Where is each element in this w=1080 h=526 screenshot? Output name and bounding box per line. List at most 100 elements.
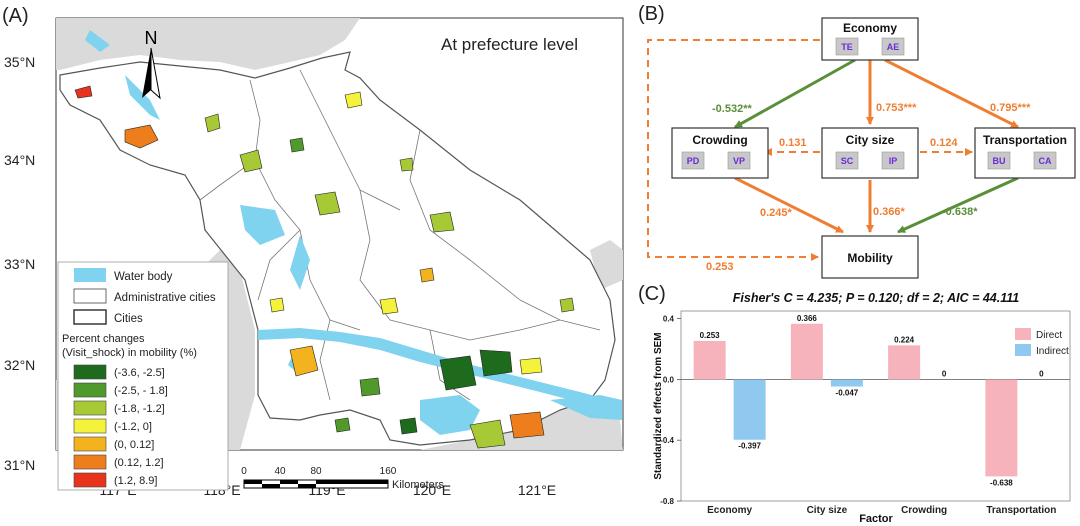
node-transportation-indicator-bu: BU: [993, 156, 1006, 166]
edge-economy-crowding: [734, 58, 856, 129]
scale-tick-160: 160: [380, 466, 397, 477]
city-a1: [204, 113, 221, 133]
node-citysize-label: City size: [846, 133, 895, 147]
legend-admin-label: Administrative cities: [114, 292, 216, 304]
legend-class-swatch-1: [73, 382, 107, 398]
legend-class-label-4: (0, 0.12]: [114, 439, 154, 451]
legend-class-swatch-5: [73, 454, 107, 470]
node-crowding-indicator-pd: PD: [687, 156, 700, 166]
legend-class-label-5: (0.12, 1.2]: [114, 457, 164, 469]
city-patches: [74, 85, 575, 449]
chart-y-label: Standardized effects from SEM: [653, 332, 664, 479]
node-crowding-label: Crowding: [692, 133, 747, 147]
legend-indirect-swatch: [1015, 344, 1031, 356]
legend-class-swatch-2: [73, 400, 107, 416]
city-suzhou: [469, 419, 506, 449]
bar-chart: 0.40.0-0.4-0.8 0.253-0.3970.366-0.0470.2…: [653, 310, 1071, 525]
legend-water-label: Water body: [114, 271, 173, 283]
water-lake-gaoyou: [290, 235, 310, 290]
x-tick-label-0: Economy: [707, 505, 752, 516]
city-lianyungang: [344, 91, 363, 109]
node-citysize-indicator-ip: IP: [889, 156, 898, 166]
bar-value-direct-1: 0.366: [797, 314, 818, 323]
legend-title-line1: Percent changes: [62, 333, 145, 345]
label-economy-citysize: 0.753***: [876, 102, 917, 114]
panel-b-label: (B): [638, 3, 665, 25]
bar-direct-2: [888, 345, 921, 380]
y-tick-label-3: -0.8: [660, 497, 674, 506]
label-citysize-crowding: 0.131: [779, 137, 807, 149]
bar-value-direct-2: 0.224: [894, 335, 915, 344]
map-title: At prefecture level: [441, 35, 578, 54]
chart-title: Fisher's C = 4.235; P = 0.120; df = 2; A…: [733, 291, 1019, 305]
node-citysize: City size SC IP: [821, 127, 919, 179]
map-outer-land-north: [56, 18, 360, 70]
label-crowding-mobility: 0.245*: [760, 207, 793, 219]
label-economy-mobility: 0.253: [706, 261, 734, 273]
map-outer-land-south: [420, 400, 623, 450]
city-changzhou: [359, 377, 381, 397]
city-nantong: [519, 357, 543, 375]
legend-class-label-2: (-1.8, -1.2]: [114, 403, 165, 415]
node-economy-label: Economy: [843, 21, 897, 35]
chart-x-label: Factor: [859, 513, 893, 525]
legend-class-label-1: (-2.5, - 1.8]: [114, 385, 168, 397]
north-arrow-icon: N: [142, 28, 161, 100]
map-legend: Water body Administrative cities Cities …: [57, 261, 229, 491]
city-taizhou: [419, 267, 435, 283]
chart-bars: 0.253 -0.397 0.366 -0.047 0.224 0 -0.638 0: [693, 314, 1044, 487]
legend-class-swatch-3: [73, 418, 107, 434]
city-kunshan: [509, 411, 545, 439]
lat-label-34: 34°N: [4, 152, 35, 168]
city-a5: [334, 417, 351, 433]
node-mobility-label: Mobility: [847, 251, 893, 265]
water-bodies: [85, 30, 622, 435]
label-citysize-mobility: 0.366*: [873, 206, 906, 218]
lon-label-120: 120°E: [413, 482, 451, 498]
city-feng: [74, 85, 93, 99]
scale-bar: 0 40 80 160 Kilometers: [241, 466, 444, 491]
x-tick-label-1: City size: [807, 505, 848, 516]
panel-c-label: (C): [638, 283, 666, 305]
legend-admin-swatch: [73, 288, 107, 304]
map-panel: N At prefecture level 35°N 34°N 33°N 32°…: [4, 17, 624, 498]
label-economy-transportation: 0.795***: [990, 102, 1031, 114]
city-a2: [239, 149, 263, 173]
north-label: N: [145, 28, 158, 48]
legend-classes: (-3.6, -2.5] (-2.5, - 1.8] (-1.8, -1.2] (-1…: [73, 364, 168, 488]
edge-crowding-mobility: [734, 176, 844, 234]
edge-economy-mobility: [647, 39, 820, 261]
legend-class-label-0: (-3.6, -2.5]: [114, 367, 165, 379]
bar-value-indirect-0: -0.397: [738, 442, 761, 451]
scale-tick-0: 0: [241, 466, 247, 477]
node-economy-indicator-ae: AE: [887, 42, 900, 52]
y-tick-label-2: -0.4: [660, 436, 674, 445]
water-lake-hongze: [240, 205, 285, 245]
city-yangzhou: [379, 297, 399, 315]
scale-tick-40: 40: [274, 466, 286, 477]
city-huaian: [314, 191, 341, 216]
bar-value-direct-3: -0.638: [990, 478, 1013, 487]
city-liyang: [399, 417, 418, 435]
y-tick-label-0: 0.4: [663, 315, 675, 324]
lon-label-121: 121°E: [518, 482, 556, 498]
water-lake-north: [85, 30, 110, 52]
water-lake-tai: [420, 395, 480, 435]
water-estuary: [550, 395, 622, 420]
x-tick-label-3: Transportation: [986, 505, 1056, 516]
bar-indirect-1: [830, 379, 863, 387]
sem-diagram: -0.532** 0.753*** 0.795*** 0.131 0.124 0…: [647, 17, 1076, 279]
node-mobility: Mobility: [821, 235, 919, 279]
node-transportation-indicator-ca: CA: [1039, 156, 1052, 166]
bar-value-indirect-2: 0: [942, 369, 947, 378]
city-a6: [559, 297, 575, 313]
node-transportation: Transportation BU CA: [974, 127, 1076, 179]
node-crowding-indicator-vp: VP: [733, 156, 745, 166]
label-economy-crowding: -0.532**: [712, 103, 752, 115]
bar-direct-3: [985, 379, 1018, 477]
node-economy-indicator-te: TE: [841, 42, 853, 52]
chart-y-axis: 0.4 0.0 -0.4 -0.8: [660, 315, 681, 506]
legend-class-label-6: (1.2, 8.9]: [114, 475, 157, 487]
lat-label-32: 32°N: [4, 357, 35, 373]
